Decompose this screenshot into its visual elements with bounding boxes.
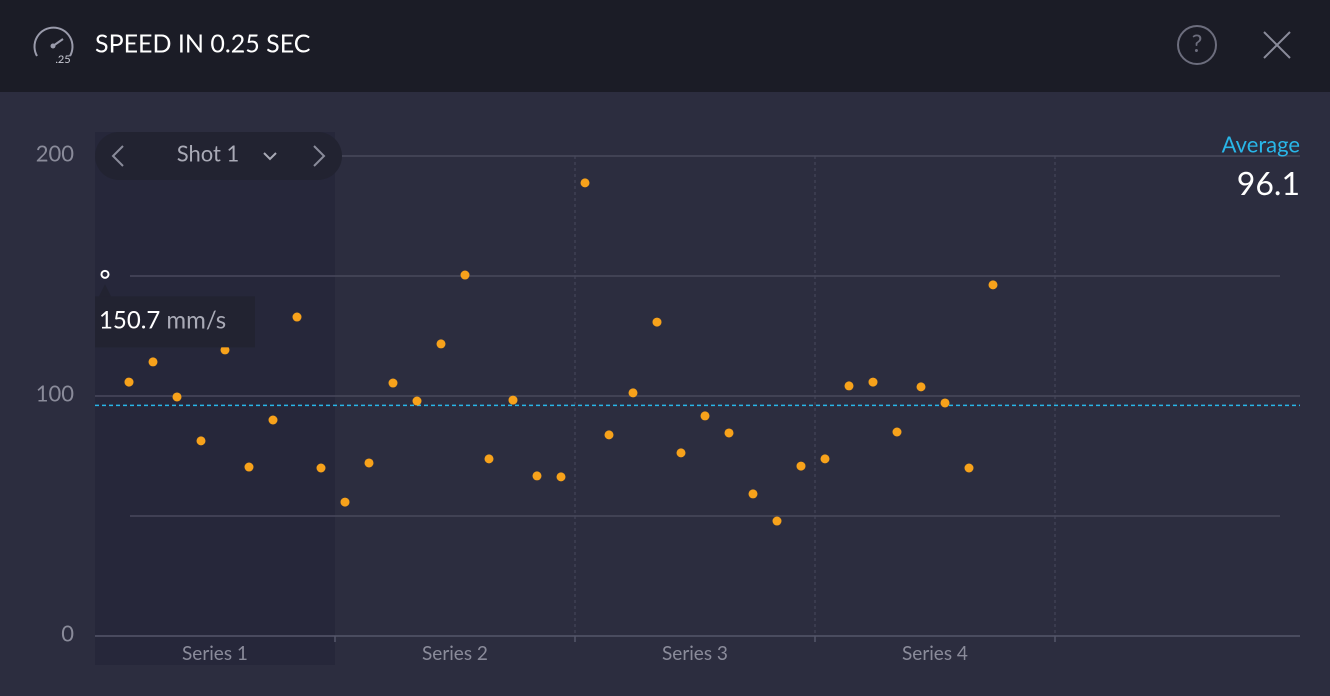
point[interactable]: [220, 345, 230, 355]
x-category-label: Series 4: [902, 642, 968, 665]
average-label: Average: [1222, 131, 1300, 158]
point[interactable]: [940, 398, 950, 408]
point[interactable]: [964, 463, 974, 473]
point[interactable]: [412, 396, 422, 406]
point[interactable]: [676, 448, 686, 458]
point[interactable]: [820, 454, 830, 464]
point[interactable]: [388, 378, 398, 388]
x-category-label: Series 2: [422, 642, 488, 665]
point[interactable]: [868, 377, 878, 387]
tooltip-value: 150.7: [99, 305, 160, 334]
close-button[interactable]: [1263, 31, 1291, 59]
gauge-label: .25: [55, 53, 70, 66]
shot-selector[interactable]: [95, 132, 342, 180]
point[interactable]: [268, 415, 278, 425]
shot-label[interactable]: Shot 1: [177, 140, 240, 167]
point[interactable]: [124, 377, 134, 387]
point[interactable]: [460, 270, 470, 280]
point[interactable]: [628, 388, 638, 398]
point[interactable]: [556, 472, 566, 482]
point[interactable]: [484, 454, 494, 464]
y-tick-label: 200: [36, 140, 75, 167]
point[interactable]: [916, 382, 926, 392]
selected-column: [95, 132, 335, 665]
point[interactable]: [364, 458, 374, 468]
point[interactable]: [340, 497, 350, 507]
point[interactable]: [796, 461, 806, 471]
point[interactable]: [772, 516, 782, 526]
average-value: 96.1: [1237, 163, 1300, 202]
point[interactable]: [988, 280, 998, 290]
header-title: SPEED IN 0.25 SEC: [95, 28, 311, 58]
point[interactable]: [148, 357, 158, 367]
point[interactable]: [244, 462, 254, 472]
point[interactable]: [844, 381, 854, 391]
point[interactable]: [532, 471, 542, 481]
help-icon[interactable]: ?: [1192, 29, 1203, 58]
tooltip: [95, 296, 255, 348]
help-button[interactable]: [1177, 25, 1217, 65]
y-tick-label: 100: [36, 380, 75, 407]
point[interactable]: [292, 312, 302, 322]
point[interactable]: [172, 392, 182, 402]
gauge-icon: [33, 26, 74, 57]
tooltip-text: 150.7 mm/s: [99, 305, 226, 334]
selected-point[interactable]: [100, 269, 110, 279]
point[interactable]: [508, 395, 518, 405]
point[interactable]: [652, 317, 662, 327]
tooltip-unit: mm/s: [166, 305, 226, 334]
point[interactable]: [580, 178, 590, 188]
point[interactable]: [316, 463, 326, 473]
point[interactable]: [724, 428, 734, 438]
point[interactable]: [892, 427, 902, 437]
next-button[interactable]: [313, 145, 326, 167]
point[interactable]: [700, 411, 710, 421]
prev-button[interactable]: [111, 145, 124, 167]
x-category-label: Series 1: [182, 642, 248, 665]
point[interactable]: [748, 489, 758, 499]
header-bar: [0, 0, 1330, 92]
tooltip-pointer: [99, 284, 111, 297]
point[interactable]: [196, 436, 206, 446]
point[interactable]: [436, 339, 446, 349]
dropdown-icon[interactable]: [263, 152, 277, 161]
x-category-label: Series 3: [662, 642, 728, 665]
point[interactable]: [604, 430, 614, 440]
y-tick-label: 0: [61, 620, 74, 647]
gauge-hub: [50, 43, 56, 49]
